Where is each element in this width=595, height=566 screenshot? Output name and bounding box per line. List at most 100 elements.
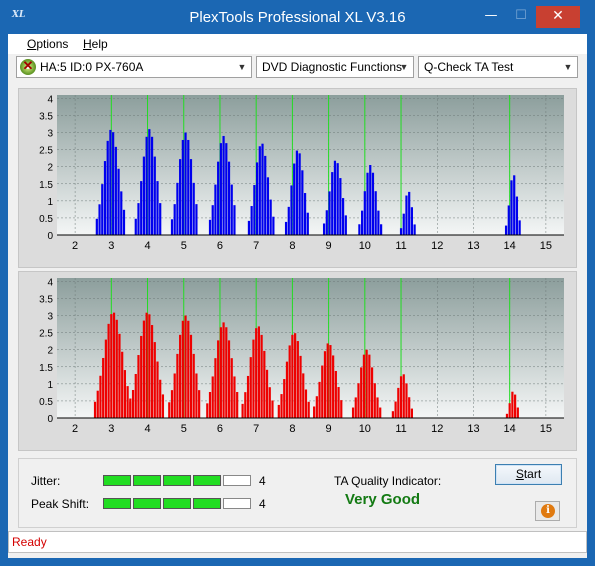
minimize-button[interactable]: — bbox=[484, 8, 498, 23]
chart-bar bbox=[265, 369, 269, 418]
chart-bar bbox=[514, 394, 517, 418]
chart-bar bbox=[326, 343, 329, 418]
drive-select-value: HA:5 ID:0 PX-760A bbox=[40, 60, 144, 74]
top-graph-panel: 4 3.5 3 2.5 2 1.5 1 0.5 0 2 3 4 5 6 7 8 9 10 11 12 13 14 15 bbox=[18, 88, 577, 268]
chart-bar bbox=[222, 322, 225, 418]
chart-bar bbox=[263, 350, 266, 418]
drive-select[interactable]: ✕ HA:5 ID:0 PX-760A ▼ bbox=[16, 56, 252, 78]
chart-bar bbox=[225, 143, 228, 235]
chart-bar bbox=[142, 320, 146, 418]
chart-bar bbox=[369, 165, 372, 235]
chart-bar bbox=[255, 328, 258, 418]
chart-bar bbox=[264, 155, 267, 235]
drive-icon bbox=[20, 59, 36, 75]
x-tick-label: 12 bbox=[431, 423, 443, 435]
client-area: Options Help ✕ HA:5 ID:0 PX-760A ▼ DVD D… bbox=[8, 34, 587, 558]
chart-bar bbox=[233, 376, 236, 418]
x-tick-label: 14 bbox=[504, 240, 516, 252]
chart-bar bbox=[505, 413, 509, 418]
chart-bar bbox=[258, 146, 261, 235]
chart-bar bbox=[277, 404, 280, 418]
chart-bar bbox=[184, 132, 187, 235]
chart-bar bbox=[269, 199, 272, 235]
chart-bar bbox=[236, 391, 239, 418]
chart-bar bbox=[363, 191, 366, 235]
x-tick-label: 6 bbox=[217, 240, 223, 252]
chart-bar bbox=[518, 220, 521, 235]
peak-shift-meter-segment bbox=[163, 498, 191, 509]
chart-bar bbox=[255, 162, 259, 235]
chart-bar bbox=[117, 168, 120, 235]
peak-shift-meter-segment bbox=[223, 498, 251, 509]
chart-bar bbox=[145, 136, 148, 235]
start-button[interactable]: Start bbox=[495, 464, 562, 485]
function-select-value: DVD Diagnostic Functions bbox=[262, 60, 403, 74]
chart-bar bbox=[366, 172, 369, 235]
chevron-down-icon: ▼ bbox=[399, 62, 409, 72]
chart-bar bbox=[99, 375, 102, 418]
x-tick-label: 8 bbox=[289, 423, 295, 435]
chart-bar bbox=[271, 400, 274, 418]
test-select[interactable]: Q-Check TA Test ▼ bbox=[418, 56, 578, 78]
chart-bar bbox=[156, 361, 159, 418]
x-tick-label: 7 bbox=[253, 240, 259, 252]
function-select[interactable]: DVD Diagnostic Functions ▼ bbox=[256, 56, 414, 78]
chart-bar bbox=[102, 357, 105, 418]
chart-bar bbox=[301, 170, 304, 235]
y-tick-label: 1.5 bbox=[39, 363, 53, 374]
chart-bar bbox=[145, 312, 148, 418]
chart-bar bbox=[296, 341, 299, 418]
chart-bar bbox=[284, 221, 288, 235]
menu-help[interactable]: Help bbox=[83, 37, 108, 51]
chart-bar bbox=[313, 406, 316, 418]
chart-bar bbox=[323, 351, 327, 418]
app-icon: XL bbox=[12, 10, 26, 20]
status-bar: Ready bbox=[8, 531, 587, 553]
info-button[interactable]: i bbox=[535, 501, 560, 521]
chart-bar bbox=[217, 340, 220, 418]
chart-bar bbox=[211, 376, 214, 418]
chart-bar bbox=[110, 314, 113, 418]
chart-bar bbox=[339, 178, 342, 235]
y-tick-label: 0 bbox=[47, 231, 53, 242]
y-tick-label: 3.5 bbox=[39, 294, 53, 305]
chart-bar bbox=[287, 206, 290, 235]
chart-bar bbox=[118, 333, 121, 418]
chart-bar bbox=[391, 411, 394, 418]
chart-bar bbox=[328, 191, 331, 235]
chart-bar bbox=[227, 340, 231, 418]
chart-bar bbox=[337, 387, 340, 418]
chart-bar bbox=[153, 342, 156, 418]
y-tick-label: 1 bbox=[47, 197, 53, 208]
chart-bar bbox=[362, 354, 366, 418]
chart-bar bbox=[333, 160, 337, 235]
chart-bar bbox=[357, 383, 360, 418]
results-panel bbox=[18, 458, 577, 528]
x-tick-label: 2 bbox=[72, 423, 78, 435]
peak-shift-meter-segment bbox=[193, 498, 221, 509]
chart-bar bbox=[360, 367, 363, 418]
chart-bar bbox=[219, 327, 222, 418]
chart-bar bbox=[96, 390, 99, 418]
chart-bar bbox=[230, 358, 233, 418]
chart-bar bbox=[140, 335, 143, 418]
chart-bar bbox=[405, 383, 408, 418]
chart-bar bbox=[510, 180, 513, 235]
maximize-button[interactable]: ☐ bbox=[515, 8, 527, 23]
menu-options[interactable]: Options bbox=[27, 37, 69, 51]
close-button[interactable]: ✕ bbox=[536, 6, 580, 28]
ta-quality-label: TA Quality Indicator: bbox=[334, 474, 442, 488]
x-tick-label: 2 bbox=[72, 240, 78, 252]
title-bar[interactable]: XL PlexTools Professional XL V3.16 — ☐ ✕ bbox=[0, 0, 595, 34]
window-title: PlexTools Professional XL V3.16 bbox=[189, 9, 406, 26]
chart-bar bbox=[150, 136, 154, 235]
chart-bar bbox=[159, 203, 162, 235]
x-tick-label: 4 bbox=[144, 240, 150, 252]
chart-bar bbox=[268, 387, 271, 418]
chart-bar bbox=[340, 400, 343, 418]
chart-bar bbox=[344, 215, 347, 235]
chart-bar bbox=[371, 172, 375, 235]
chart-bar bbox=[351, 407, 355, 418]
chart-bar bbox=[402, 374, 405, 418]
peak-shift-meter-segment bbox=[103, 498, 131, 509]
